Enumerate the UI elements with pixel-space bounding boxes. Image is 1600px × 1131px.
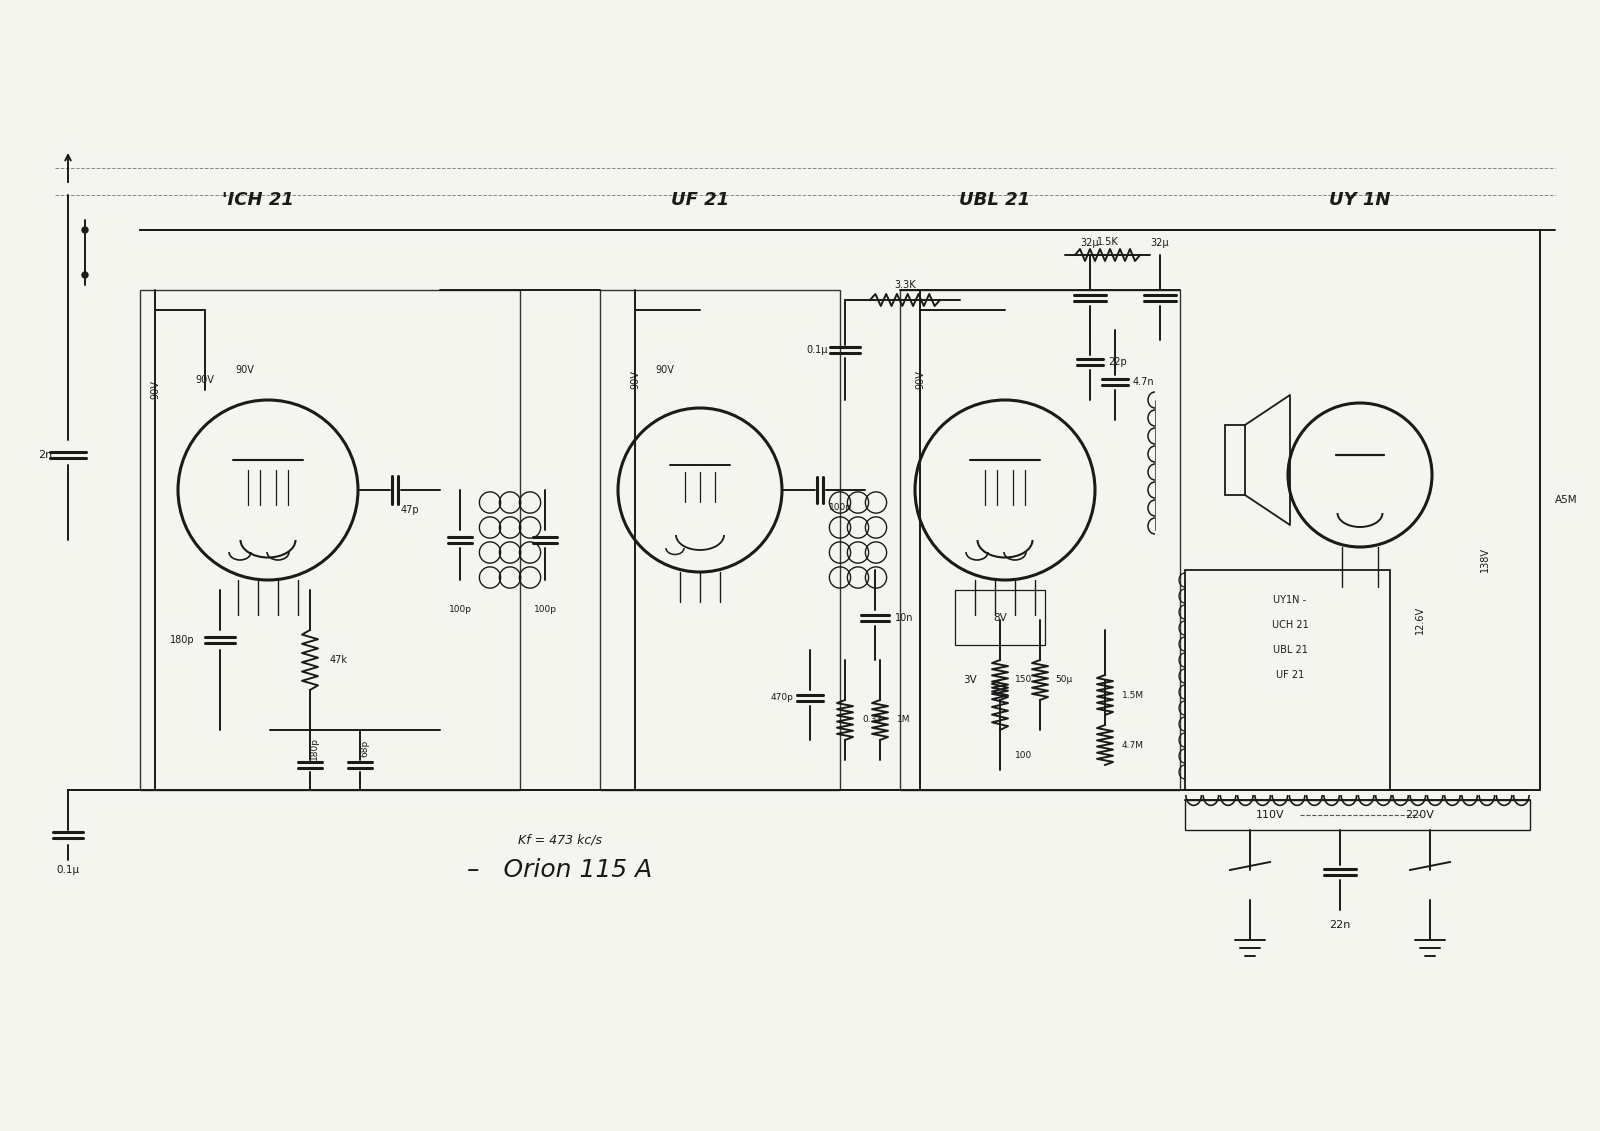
Text: 138V: 138V: [1480, 547, 1490, 572]
Text: 50μ: 50μ: [1054, 675, 1072, 684]
Text: 0.33: 0.33: [862, 716, 882, 725]
Bar: [1186, 570, 1390, 789]
Text: 180p: 180p: [170, 634, 195, 645]
Text: 22p: 22p: [1107, 357, 1126, 366]
Text: 3V: 3V: [963, 675, 978, 685]
Text: UY1N -: UY1N -: [1274, 595, 1307, 605]
Text: 100p: 100p: [533, 605, 557, 614]
Text: A5M: A5M: [1555, 495, 1578, 506]
Text: UF 21: UF 21: [670, 191, 730, 209]
Text: 90V: 90V: [915, 371, 925, 389]
Text: 10n: 10n: [894, 613, 914, 623]
Text: UCH 21: UCH 21: [1272, 620, 1309, 630]
Bar: [600, 290, 840, 789]
Text: 2n: 2n: [38, 450, 51, 460]
Text: 100p: 100p: [829, 503, 851, 512]
Text: 470p: 470p: [770, 693, 794, 702]
Text: UBL 21: UBL 21: [1272, 645, 1307, 655]
Text: 90V: 90V: [150, 380, 160, 399]
Text: 8V: 8V: [994, 613, 1006, 623]
Text: 4.7n: 4.7n: [1133, 377, 1155, 387]
Text: 100: 100: [1014, 751, 1032, 760]
Circle shape: [82, 271, 88, 278]
Text: –   Orion 115 A: – Orion 115 A: [467, 858, 653, 882]
Text: 4.7M: 4.7M: [1122, 741, 1144, 750]
Text: 220V: 220V: [1405, 810, 1435, 820]
Bar: [141, 290, 520, 789]
Text: 110V: 110V: [1256, 810, 1285, 820]
Text: 1.5K: 1.5K: [1098, 238, 1118, 247]
Text: 3.3K: 3.3K: [894, 280, 915, 290]
Text: 90V: 90V: [656, 365, 675, 375]
Text: 90V: 90V: [630, 371, 640, 389]
Text: 1.5M: 1.5M: [1122, 691, 1144, 699]
Text: 0.1μ: 0.1μ: [56, 865, 80, 875]
Text: 32μ: 32μ: [1080, 238, 1099, 248]
Text: Kf = 473 kc/s: Kf = 473 kc/s: [518, 834, 602, 846]
Text: 'ICH 21: 'ICH 21: [222, 191, 294, 209]
Text: 0.1μ: 0.1μ: [806, 345, 829, 355]
Bar: [1226, 425, 1245, 495]
Text: 12.6V: 12.6V: [1414, 606, 1426, 634]
Text: 32μ: 32μ: [1150, 238, 1170, 248]
Text: UF 21: UF 21: [1275, 670, 1304, 680]
Text: 150: 150: [1014, 675, 1032, 684]
Text: 90V: 90V: [195, 375, 214, 385]
Text: 90V: 90V: [235, 365, 254, 375]
Text: UY 1N: UY 1N: [1330, 191, 1390, 209]
Text: 47p: 47p: [400, 506, 419, 515]
Text: 180p: 180p: [310, 736, 318, 760]
Text: 100p: 100p: [448, 605, 472, 614]
Text: UBL 21: UBL 21: [960, 191, 1030, 209]
Circle shape: [82, 227, 88, 233]
Bar: [1186, 800, 1530, 830]
Text: 22n: 22n: [1330, 920, 1350, 930]
Text: 1M: 1M: [898, 716, 910, 725]
Bar: [899, 290, 1181, 789]
Text: 47k: 47k: [330, 655, 349, 665]
Bar: [955, 590, 1045, 645]
Text: 68p: 68p: [360, 740, 370, 757]
